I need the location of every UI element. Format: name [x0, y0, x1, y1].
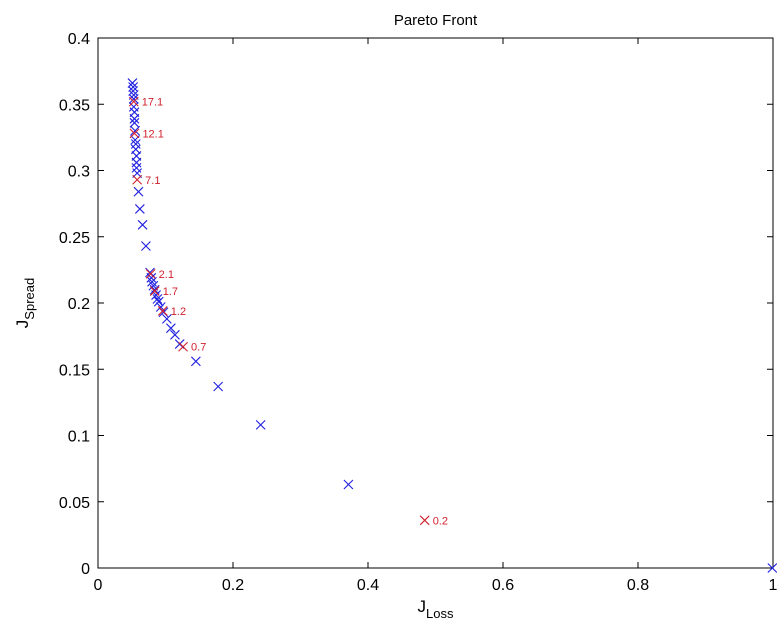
point-label: 1.2 — [171, 306, 186, 318]
blue-x-marker — [166, 323, 176, 334]
blue-x-marker — [343, 479, 354, 490]
x-tick-label: 0 — [94, 577, 103, 594]
blue-x-marker — [767, 563, 777, 573]
point-label: 12.1 — [142, 128, 163, 140]
blue-x-marker — [133, 186, 144, 197]
plot-frame — [97, 37, 774, 569]
blue-x-marker — [128, 94, 139, 104]
point-label: 17.1 — [142, 97, 163, 109]
blue-x-marker — [146, 272, 157, 283]
blue-x-marker — [152, 294, 163, 304]
y-tick-label: 0.1 — [68, 429, 90, 446]
red-x-marker — [145, 268, 156, 279]
blue-x-marker — [128, 86, 138, 96]
red-x-marker — [132, 174, 143, 185]
y-tick-label: 0 — [81, 561, 90, 578]
blue-x-marker — [130, 125, 141, 136]
red-x-marker — [178, 341, 188, 352]
red-x-marker — [129, 128, 140, 139]
y-tick-label: 0.3 — [68, 164, 90, 181]
y-tick-label: 0.05 — [59, 495, 90, 512]
point-label: 0.7 — [191, 342, 206, 354]
x-tick-label: 0.8 — [627, 577, 649, 594]
blue-x-marker — [255, 420, 266, 430]
tick-labels: 0 0.2 0.4 0.6 0.8 1 0 0.05 0.1 0.15 0.2 0.25 0.3 0.35… — [59, 31, 777, 594]
red-x-marker — [149, 286, 160, 296]
point-annotations: 17.1 12.1 7.1 2.1 1.7 1.2 0.7 0.2 — [142, 97, 448, 528]
x-tick-label: 1 — [769, 577, 777, 594]
blue-x-marker — [128, 82, 138, 92]
y-axis-label-subscript: Spread — [22, 278, 37, 320]
blue-x-marker — [129, 113, 140, 124]
blue-x-marker — [153, 296, 164, 307]
y-tick-label: 0.15 — [59, 362, 90, 379]
red-x-marker — [128, 96, 139, 107]
chart-title: Pareto Front — [394, 12, 478, 29]
point-label: 2.1 — [159, 269, 174, 281]
x-axis-label: JLoss — [418, 597, 454, 621]
y-tick-label: 0.35 — [59, 97, 90, 114]
x-axis-label-subscript: Loss — [426, 606, 454, 621]
blue-x-marker — [137, 219, 148, 230]
point-label: 0.2 — [433, 515, 448, 527]
y-tick-label: 0.4 — [68, 31, 90, 48]
red-x-marker — [419, 515, 430, 526]
blue-x-marker — [190, 356, 201, 367]
point-label: 1.7 — [163, 286, 178, 298]
blue-x-marker — [170, 329, 180, 340]
red-x-marker — [157, 306, 168, 316]
y-tick-label: 0.2 — [68, 296, 90, 313]
blue-x-marker — [141, 241, 151, 251]
data-points — [127, 78, 777, 573]
blue-x-marker — [213, 381, 224, 392]
x-axis-label-main: J — [418, 597, 427, 616]
y-tick-label: 0.25 — [59, 230, 90, 247]
axis-ticks — [97, 37, 774, 569]
blue-x-marker — [134, 204, 145, 214]
x-tick-label: 0.2 — [222, 577, 244, 594]
blue-x-marker — [129, 117, 140, 128]
y-axis-label-main: J — [13, 320, 32, 329]
blue-x-marker — [161, 314, 172, 324]
y-axis-label: JSpread — [13, 278, 37, 328]
blue-x-marker — [127, 78, 138, 88]
point-label: 7.1 — [145, 175, 160, 187]
x-tick-label: 0.6 — [492, 577, 514, 594]
x-tick-label: 0.4 — [357, 577, 379, 594]
